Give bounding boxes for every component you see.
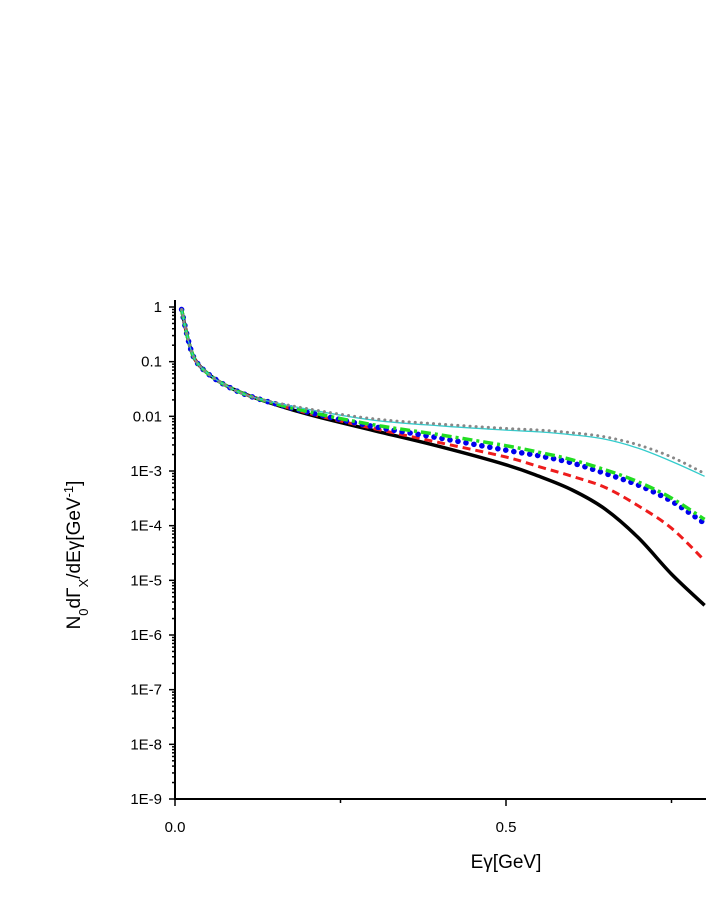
series-line-dashdot [179, 309, 706, 521]
y-tick-label: 1E-9 [130, 791, 162, 808]
y-label-mid: /dEγ[GeV [64, 497, 85, 579]
y-tick-label: 1E-7 [130, 682, 162, 699]
y-label-end: ] [64, 481, 85, 486]
series-line-thin [180, 309, 705, 477]
y-axis-label: N0dΓX/dEγ[GeV-1] [61, 481, 91, 630]
x-tick-label: 0.0 [165, 819, 186, 836]
y-tick-label: 0.1 [141, 354, 162, 371]
y-label-sub-0: 0 [76, 608, 91, 615]
series-line-greydot [180, 308, 706, 475]
series-layer [178, 306, 706, 607]
y-label-sub-x: X [76, 578, 91, 587]
y-tick-label: 1E-6 [130, 627, 162, 644]
y-tick-label: 1E-5 [130, 572, 162, 589]
y-label-sup: -1 [61, 486, 76, 498]
series-line-dashed [180, 309, 706, 562]
series-line-dotted [178, 306, 706, 527]
x-axis-label: Eγ[GeV] [471, 852, 542, 873]
y-tick-label: 1E-8 [130, 736, 162, 753]
y-tick-label: 0.01 [133, 408, 162, 425]
x-tick-label: 0.5 [496, 819, 517, 836]
ticks-layer: 1 0.1 0.01 1E-3 1E-4 1E-5 1E-6 1E-7 1E-8 1E-90.0 0… [130, 299, 673, 836]
y-label-dgamma: dΓ [64, 587, 85, 608]
y-label-n: N [64, 616, 85, 630]
y-tick-label: 1E-4 [130, 518, 162, 535]
y-tick-label: 1 [154, 299, 162, 316]
y-tick-label: 1E-3 [130, 463, 162, 480]
series-line-solid [179, 309, 706, 607]
